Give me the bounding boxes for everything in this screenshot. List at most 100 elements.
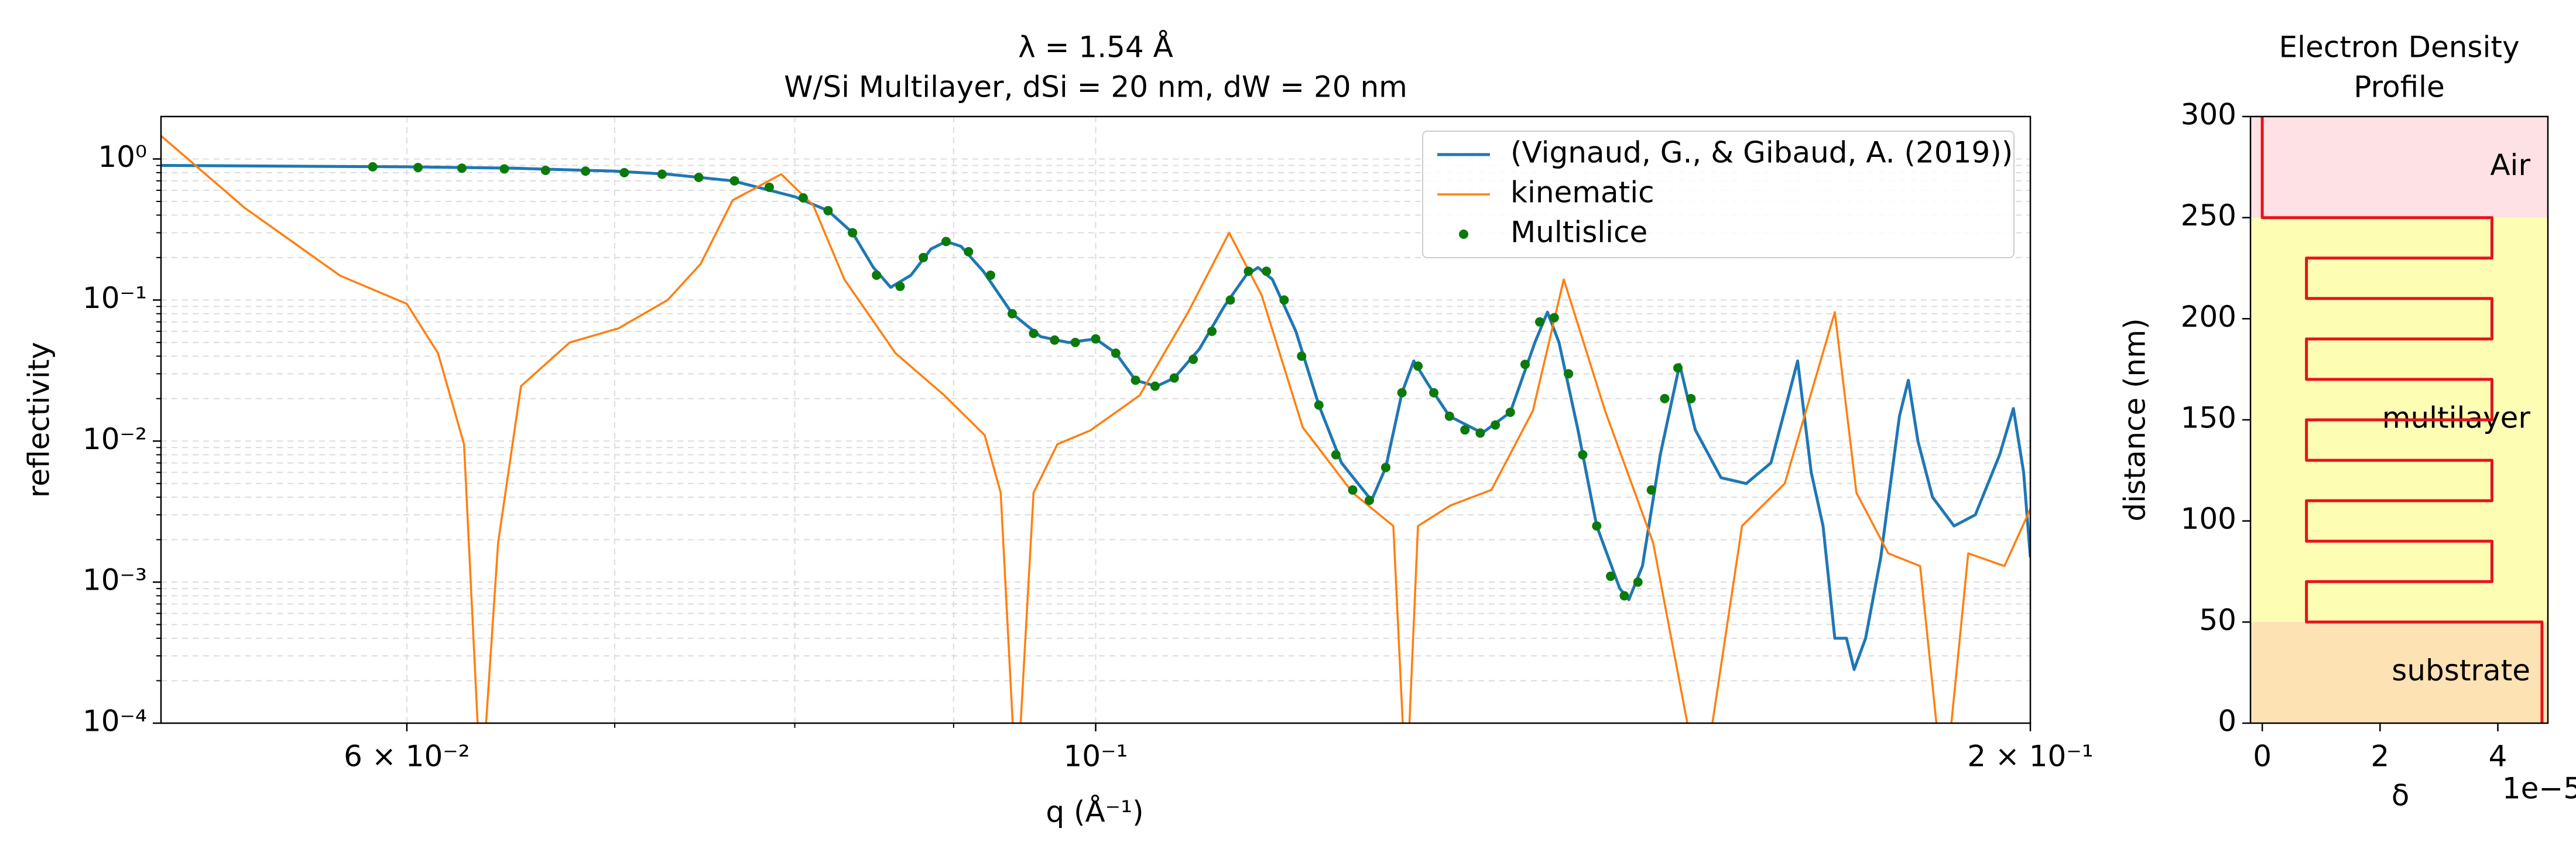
data-point (1279, 295, 1289, 305)
data-point (1491, 420, 1501, 430)
data-point (1592, 521, 1602, 531)
data-point (1534, 317, 1544, 327)
data-point (1633, 577, 1643, 587)
region-label: Air (2490, 148, 2530, 182)
data-point (457, 163, 467, 173)
data-line (161, 135, 2030, 723)
x-tick-label: 10⁻¹ (1063, 740, 1128, 774)
region-label: multilayer (2382, 401, 2531, 435)
legend-label: Multislice (1510, 215, 1647, 249)
data-point (1364, 495, 1374, 505)
data-point (413, 163, 423, 173)
data-point (1475, 428, 1485, 438)
x-tick-label: 2 × 10⁻¹ (1967, 740, 2094, 774)
data-point (368, 162, 378, 172)
data-point (1646, 485, 1656, 495)
x-axis-label: δ (2392, 779, 2410, 813)
data-point (1397, 388, 1407, 398)
y-axis-label: reflectivity (22, 342, 56, 498)
plot-area (161, 135, 2030, 723)
data-point (1549, 313, 1559, 323)
data-point (919, 252, 929, 262)
legend-marker (1459, 230, 1468, 239)
y-tick-label: 300 (2181, 98, 2236, 132)
chart-title: Electron Density (2279, 30, 2519, 64)
data-point (657, 169, 667, 179)
data-point (540, 166, 550, 176)
data-point (1381, 463, 1390, 473)
data-point (1091, 334, 1101, 344)
x-tick-label: 2 (2371, 740, 2389, 774)
data-point (1429, 388, 1439, 398)
data-point (985, 270, 995, 280)
data-point (1444, 411, 1454, 421)
data-point (1188, 354, 1198, 364)
data-point (1070, 337, 1080, 347)
data-point (1564, 369, 1574, 379)
data-line (2260, 117, 2544, 723)
plot-area (2260, 117, 2544, 723)
data-point (1673, 363, 1683, 373)
data-line (161, 164, 2030, 671)
y-tick-label: 50 (2199, 603, 2236, 637)
region-label: substrate (2392, 653, 2530, 687)
y-tick-label: 10⁻⁴ (83, 704, 147, 738)
data-point (895, 282, 905, 292)
data-point (823, 206, 833, 215)
y-tick-label: 10⁻³ (83, 563, 147, 597)
y-tick-label: 150 (2181, 401, 2236, 435)
data-point (941, 237, 951, 247)
data-point (1314, 400, 1324, 410)
data-point (1244, 266, 1253, 276)
data-point (1297, 351, 1307, 361)
data-point (1660, 393, 1670, 403)
data-point (1348, 485, 1358, 495)
data-point (1262, 266, 1272, 276)
x-tick-label: 0 (2253, 740, 2272, 774)
data-point (964, 247, 974, 256)
region (2250, 117, 2548, 218)
data-point (581, 166, 591, 176)
data-point (1578, 450, 1588, 460)
data-point (1131, 375, 1140, 385)
data-point (764, 182, 774, 192)
data-point (1207, 326, 1217, 336)
chart-title: W/Si Multilayer, dSi = 20 nm, dW = 20 nm (784, 70, 1407, 104)
data-point (1505, 408, 1515, 417)
legend-box (1422, 131, 2015, 258)
x-tick-label: 4 (2489, 740, 2508, 774)
data-point (619, 167, 629, 177)
data-point (1686, 393, 1696, 403)
y-tick-label: 10⁻¹ (83, 281, 147, 315)
data-point (1331, 450, 1341, 460)
data-point (848, 228, 858, 238)
y-tick-label: 0 (2218, 704, 2236, 738)
data-point (872, 270, 882, 280)
data-point (1050, 335, 1060, 345)
y-tick-label: 100 (2181, 502, 2236, 536)
data-point (1619, 591, 1629, 601)
y-tick-label: 10⁻² (83, 422, 147, 456)
region (2250, 622, 2548, 723)
data-point (1150, 381, 1160, 391)
legend-label: (Vignaud, G., & Gibaud, A. (2019)) (1510, 136, 2013, 170)
data-point (1520, 360, 1530, 369)
data-point (694, 173, 704, 183)
data-point (1225, 295, 1235, 305)
y-tick-label: 250 (2181, 199, 2236, 232)
y-axis-label: distance (nm) (2118, 318, 2152, 521)
data-point (1007, 309, 1017, 319)
data-point (1029, 328, 1039, 338)
x-axis-label: q (Å⁻¹) (1046, 795, 1143, 829)
y-tick-label: 200 (2181, 300, 2236, 334)
x-tick-label: 6 × 10⁻² (344, 740, 470, 774)
x-offset-label: 1e−5 (2502, 772, 2576, 806)
legend-label: kinematic (1510, 176, 1654, 210)
data-point (1460, 425, 1470, 435)
data-point (1111, 348, 1121, 358)
y-tick-label: 10⁰ (98, 140, 147, 174)
data-point (1413, 361, 1423, 371)
chart-title: Profile (2354, 70, 2444, 104)
data-point (1169, 373, 1179, 383)
